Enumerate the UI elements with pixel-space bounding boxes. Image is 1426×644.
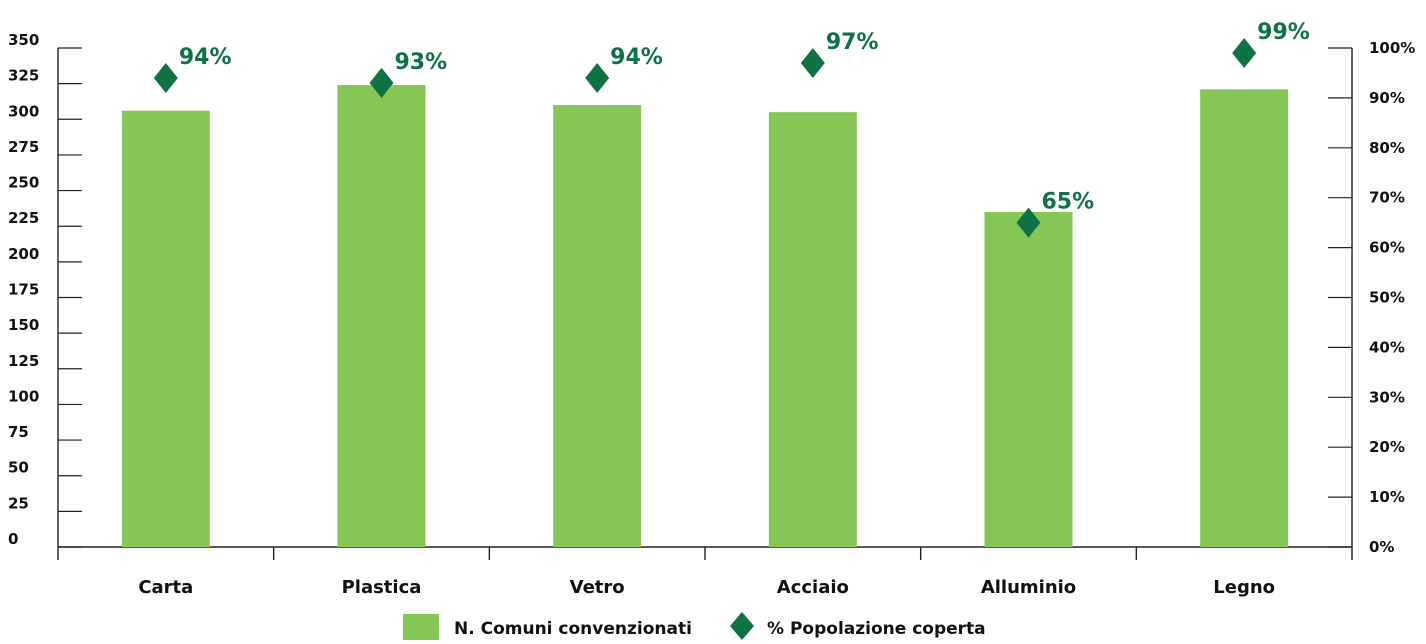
- diamond-marker-acciaio: [800, 47, 825, 78]
- bar-acciaio: [768, 112, 857, 548]
- right-axis-tick-label: 50%: [1369, 289, 1405, 307]
- left-axis-tick-label: 25: [8, 494, 29, 512]
- left-axis-tick-label: 75: [8, 423, 29, 441]
- x-axis-category-label: Legno: [1213, 577, 1275, 598]
- legend-swatch-diamond: [730, 612, 754, 640]
- diamond-marker-carta: [153, 62, 178, 93]
- left-axis-tick-label: 125: [8, 352, 39, 370]
- right-axis-tick-label: 40%: [1369, 338, 1405, 356]
- diamond-marker-legno: [1232, 37, 1257, 68]
- left-axis-tick-label: 250: [8, 174, 39, 192]
- legend-swatch-bars: [403, 614, 439, 640]
- data-label-percentage: 97%: [826, 30, 879, 55]
- data-label-percentage: 65%: [1042, 190, 1095, 215]
- bar-carta: [121, 110, 210, 547]
- left-axis-tick-label: 0: [8, 530, 18, 548]
- x-axis-category-label: Vetro: [570, 577, 625, 598]
- x-axis-category-label: Carta: [138, 577, 193, 598]
- left-axis-tick-label: 150: [8, 316, 39, 334]
- left-axis-tick-label: 100: [8, 387, 39, 405]
- left-axis-tick-label: 200: [8, 245, 39, 263]
- left-axis-tick-label: 300: [8, 102, 39, 120]
- left-axis-tick-label: 350: [8, 31, 39, 49]
- diamond-marker-vetro: [585, 62, 610, 93]
- left-axis-tick-label: 50: [8, 459, 29, 477]
- legend-label-diamonds: % Popolazione coperta: [767, 619, 986, 639]
- right-axis-tick-label: 100%: [1369, 39, 1415, 57]
- right-axis-tick-label: 20%: [1369, 438, 1405, 456]
- x-axis-category-label: Plastica: [342, 577, 422, 598]
- bar-vetro: [553, 105, 642, 548]
- right-axis-tick-label: 10%: [1369, 488, 1405, 506]
- right-axis-tick-label: 60%: [1369, 239, 1405, 257]
- data-label-percentage: 99%: [1257, 20, 1310, 45]
- right-axis-tick-label: 90%: [1369, 89, 1405, 107]
- data-label-percentage: 93%: [395, 50, 448, 75]
- x-axis-category-label: Acciaio: [777, 577, 849, 598]
- left-axis-tick-label: 325: [8, 67, 39, 85]
- left-axis-tick-label: 225: [8, 209, 39, 227]
- bar-alluminio: [984, 211, 1073, 547]
- x-axis-category-label: Alluminio: [981, 577, 1076, 598]
- right-axis-tick-label: 30%: [1369, 388, 1405, 406]
- diamond-marker-alluminio: [1016, 207, 1041, 238]
- data-label-percentage: 94%: [610, 45, 663, 70]
- left-axis-tick-label: 275: [8, 138, 39, 156]
- bar-plastica: [337, 85, 426, 547]
- bar-legno: [1200, 89, 1289, 548]
- diamond-marker-plastica: [369, 67, 394, 98]
- right-axis-tick-label: 0%: [1369, 538, 1394, 556]
- right-axis-tick-label: 70%: [1369, 189, 1405, 207]
- data-label-percentage: 94%: [179, 45, 232, 70]
- legend-label-bars: N. Comuni convenzionati: [454, 619, 692, 639]
- right-axis-tick-label: 80%: [1369, 139, 1405, 157]
- left-axis-tick-label: 175: [8, 281, 39, 299]
